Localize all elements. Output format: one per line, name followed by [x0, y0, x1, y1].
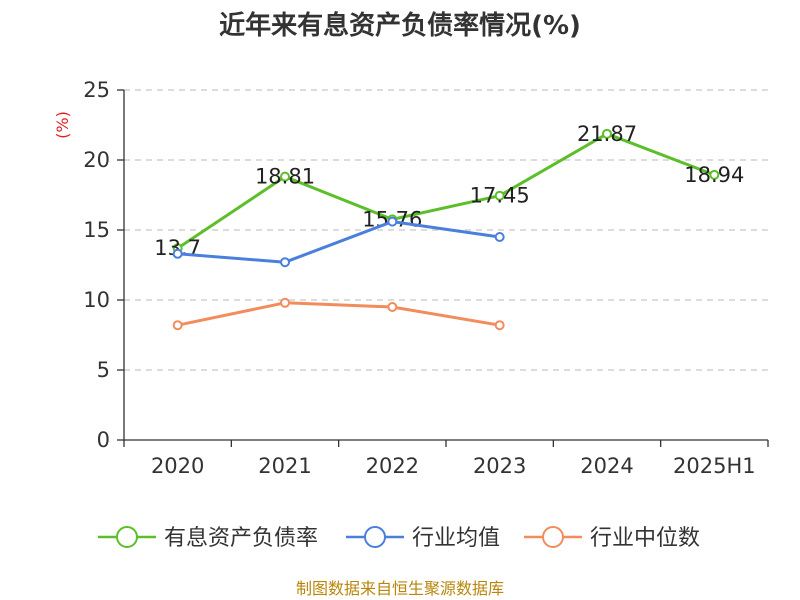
series-3 — [172, 297, 505, 331]
x-tick-label: 2022 — [366, 454, 419, 478]
data-point — [387, 216, 398, 227]
y-tick-label: 0 — [97, 428, 110, 452]
data-point — [280, 297, 290, 308]
legend-item-1: 有息资产负债率 — [98, 526, 318, 551]
legend-marker — [364, 526, 386, 548]
data-point — [709, 169, 720, 180]
y-tick-label: 10 — [83, 288, 110, 312]
y-tick-label: 5 — [97, 358, 110, 382]
data-label: 21.87 — [577, 122, 637, 146]
legend-item-3: 行业中位数 — [524, 526, 700, 551]
legend-item-2: 行业均值 — [346, 526, 500, 551]
legend-marker — [116, 526, 138, 548]
x-tick-label: 2025H1 — [673, 454, 756, 478]
source-note: 制图数据来自恒生聚源数据库 — [296, 579, 504, 598]
series-line — [177, 301, 500, 327]
x-tick-label: 2020 — [151, 454, 204, 478]
data-point — [280, 171, 290, 182]
data-point — [387, 302, 398, 312]
data-point — [172, 320, 183, 331]
data-point — [172, 248, 183, 259]
data-point — [602, 128, 612, 139]
data-label: 18.81 — [255, 165, 315, 189]
axes: 0 5 10 15 20 25 2020 2021 2022 2023 2024 2025H1 — [83, 78, 769, 478]
series-2 — [172, 216, 505, 268]
data-point — [494, 190, 505, 201]
y-tick-label: 20 — [83, 148, 110, 172]
y-tick-label: 25 — [83, 78, 110, 102]
x-tick-label: 2021 — [258, 454, 311, 478]
data-label: 18.94 — [684, 163, 744, 187]
chart-title: 近年来有息资产负债率情况(%) — [219, 10, 581, 41]
y-unit-label: (%) — [53, 111, 72, 139]
x-tick-label: 2023 — [473, 454, 526, 478]
data-point — [494, 320, 505, 331]
legend-label: 行业中位数 — [590, 526, 700, 551]
legend: 有息资产负债率 行业均值 行业中位数 — [98, 526, 700, 551]
legend-label: 行业均值 — [412, 526, 500, 551]
data-label: 17.45 — [470, 184, 530, 208]
data-point — [280, 257, 290, 268]
y-tick-label: 15 — [83, 218, 110, 242]
series-line — [176, 132, 715, 250]
series-line — [177, 220, 500, 264]
data-point — [494, 232, 505, 242]
legend-label: 有息资产负债率 — [164, 526, 318, 551]
legend-marker — [542, 526, 564, 548]
x-tick-label: 2024 — [580, 454, 633, 478]
